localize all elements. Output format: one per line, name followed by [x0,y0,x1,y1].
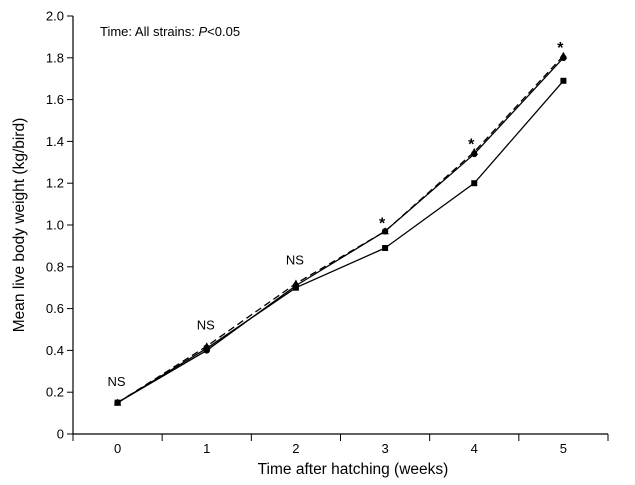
y-tick-label: 1.0 [46,218,64,233]
series-3-point [292,284,299,291]
y-tick-label: 1.4 [46,134,64,149]
significance-star: * [557,40,564,57]
y-tick-label: 1.2 [46,176,64,191]
point-labels: NS NS NS * * * [108,40,565,389]
significance-ns-label: NS [286,253,304,268]
series-2-point [471,150,478,158]
annotation-prefix: Time: All strains: [100,24,198,39]
series-3-point [114,399,121,406]
y-tick-label: 1.6 [46,92,64,107]
x-tick-label: 2 [292,441,299,456]
series-group [113,51,568,406]
series-line-3 [117,80,564,404]
series-2-point [381,228,389,235]
significance-star: * [379,216,386,233]
series-2-point [560,54,567,61]
x-tick-label: 5 [560,441,567,456]
series-line-2 [117,57,564,404]
significance-ns-label: NS [197,318,215,333]
series-3-point [203,345,210,352]
annotation-text: Time: All strains: P<0.05 [100,24,240,39]
series-3-point [382,244,389,251]
series-line-1 [117,55,564,404]
x-tick-label: 0 [114,441,121,456]
y-tick-label: 0 [57,427,64,442]
y-tick-label: 0.4 [46,343,64,358]
x-tick-label: 4 [471,441,478,456]
x-tick-label: 1 [203,441,210,456]
x-tick-label: 3 [381,441,388,456]
annotation-p-suffix: <0.05 [207,24,240,39]
significance-ns-label: NS [108,374,126,389]
y-tick-label: 0.6 [46,301,64,316]
y-tick-label: 2.0 [46,9,64,24]
y-tick-label: 0.8 [46,259,64,274]
y-axis-title: Mean live body weight (kg/bird) [11,118,28,333]
axes: 0 0.2 0.4 0.6 0.8 1.0 1.2 1.4 1.6 1.8 2.0 0 1 2 3 4 5 [46,9,609,456]
series-3-point [560,77,567,84]
significance-star: * [468,136,475,153]
y-tick-label: 0.2 [46,385,64,400]
series-3-point [471,180,478,187]
x-axis-title: Time after hatching (weeks) [258,461,449,478]
y-tick-label: 1.8 [46,50,64,65]
annotation-p-symbol: P [198,24,207,39]
